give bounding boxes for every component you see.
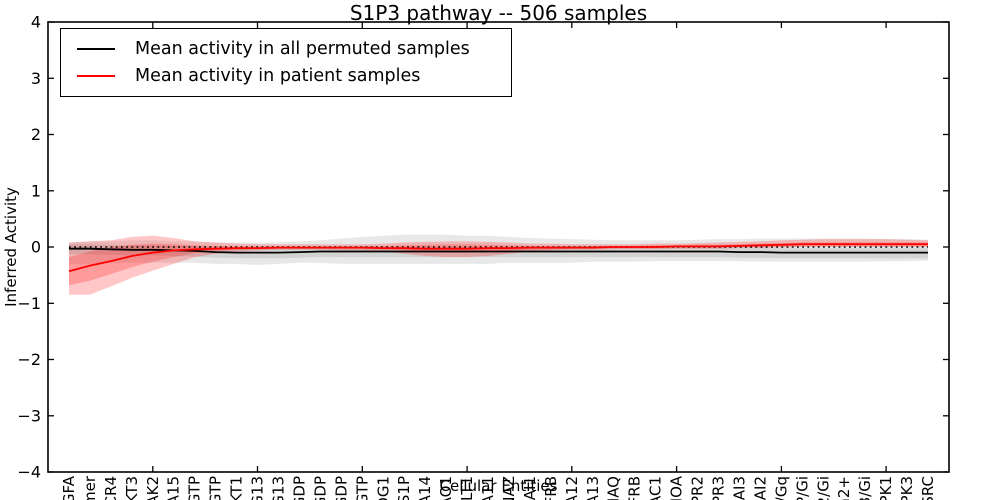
x-tick-label: S1P/S1P3/Gq	[772, 476, 790, 500]
x-tick-label: RhoA/GDP	[311, 476, 329, 500]
x-tick-label: S1PR2	[689, 476, 707, 500]
legend-line-permuted-icon	[77, 47, 115, 50]
line-patient-mean	[68, 243, 928, 273]
x-tick-label: RAC1	[647, 476, 665, 500]
x-tick-label: VEGFA	[60, 475, 78, 500]
x-tick-label: VEGFR1 homodimer/VEGFA homodimer	[81, 475, 99, 500]
y-tick-label: 4	[31, 13, 41, 32]
x-tick-label: Rac1/GDP	[290, 476, 308, 500]
legend: Mean activity in all permuted samples Me…	[60, 28, 512, 97]
x-tick-label: RHOA	[668, 475, 686, 500]
x-tick-label: mol:Ca2+	[835, 476, 853, 500]
x-tick-label: GNAI2	[751, 476, 769, 500]
y-tick-label: 3	[31, 69, 41, 88]
x-tick-label: EDG1	[374, 476, 392, 500]
legend-item-permuted: Mean activity in all permuted samples	[73, 39, 499, 59]
x-tick-label: AKT1	[228, 476, 246, 500]
x-tick-label: GNA12	[563, 476, 581, 500]
x-tick-label: GNAQ	[605, 476, 623, 500]
x-tick-label: JAK2	[144, 476, 162, 500]
line-permuted-mean	[69, 247, 928, 254]
x-tick-label: RhoA/GTP	[207, 476, 225, 500]
x-tick-label: mol:GTP	[353, 476, 371, 500]
y-tick-label: −2	[17, 350, 41, 369]
x-tick-label: FLT1	[458, 476, 476, 500]
x-tick-label: MAPK3	[898, 476, 916, 500]
y-tick-label: −4	[17, 463, 41, 482]
x-tick-label: GNA11	[479, 476, 497, 500]
x-tick-label: SRC	[919, 476, 937, 500]
legend-line-patient-icon	[77, 75, 115, 78]
x-tick-label: S1P/S1P3/Gi	[856, 476, 874, 500]
x-tick-label: S1P1/S1P/Gi	[793, 476, 811, 500]
x-tick-label: AKT3	[123, 476, 141, 500]
x-tick-label: GNAI1	[521, 476, 539, 500]
y-tick-label: 0	[31, 238, 41, 257]
x-tick-label: GNA14	[416, 476, 434, 500]
x-tick-label: mol:GDP	[332, 476, 350, 500]
x-tick-label: S1P/S1P2/Gi	[814, 476, 832, 500]
y-axis-label: Inferred Activity	[2, 187, 20, 307]
x-axis-label: Cellular Entities	[439, 477, 558, 495]
y-tick-label: 2	[31, 125, 41, 144]
y-tick-label: −1	[17, 294, 41, 313]
x-tick-label: mol:S1P	[395, 476, 413, 500]
x-tick-label: GNAI3	[731, 476, 749, 500]
x-tick-label: Rac1/GTP	[186, 476, 204, 500]
legend-item-patient: Mean activity in patient samples	[73, 66, 499, 86]
y-tick-label: −3	[17, 406, 41, 425]
x-tick-label: CXCR4	[102, 476, 120, 500]
x-tick-label: S1P/S1P3/G12/G13	[249, 476, 267, 500]
x-tick-label: PDGFRB	[626, 476, 644, 500]
x-tick-label: GNAZ	[500, 476, 518, 500]
x-tick-label: GNA15	[165, 476, 183, 500]
x-tick-label: PDGFB-D/PDGFRB	[542, 476, 560, 500]
band-outer-permuted	[69, 234, 928, 265]
x-tick-label: GNAO1	[437, 476, 455, 500]
x-tick-label: MAPK1	[877, 476, 895, 500]
y-tick-label: 1	[31, 181, 41, 200]
legend-label-patient: Mean activity in patient samples	[135, 66, 421, 87]
x-tick-label: S1PR3	[710, 476, 728, 500]
x-tick-label: GNA13	[584, 476, 602, 500]
x-tick-label: G12/G13	[270, 476, 288, 500]
legend-label-permuted: Mean activity in all permuted samples	[135, 38, 470, 59]
chart-title: S1P3 pathway -- 506 samples	[349, 1, 648, 25]
